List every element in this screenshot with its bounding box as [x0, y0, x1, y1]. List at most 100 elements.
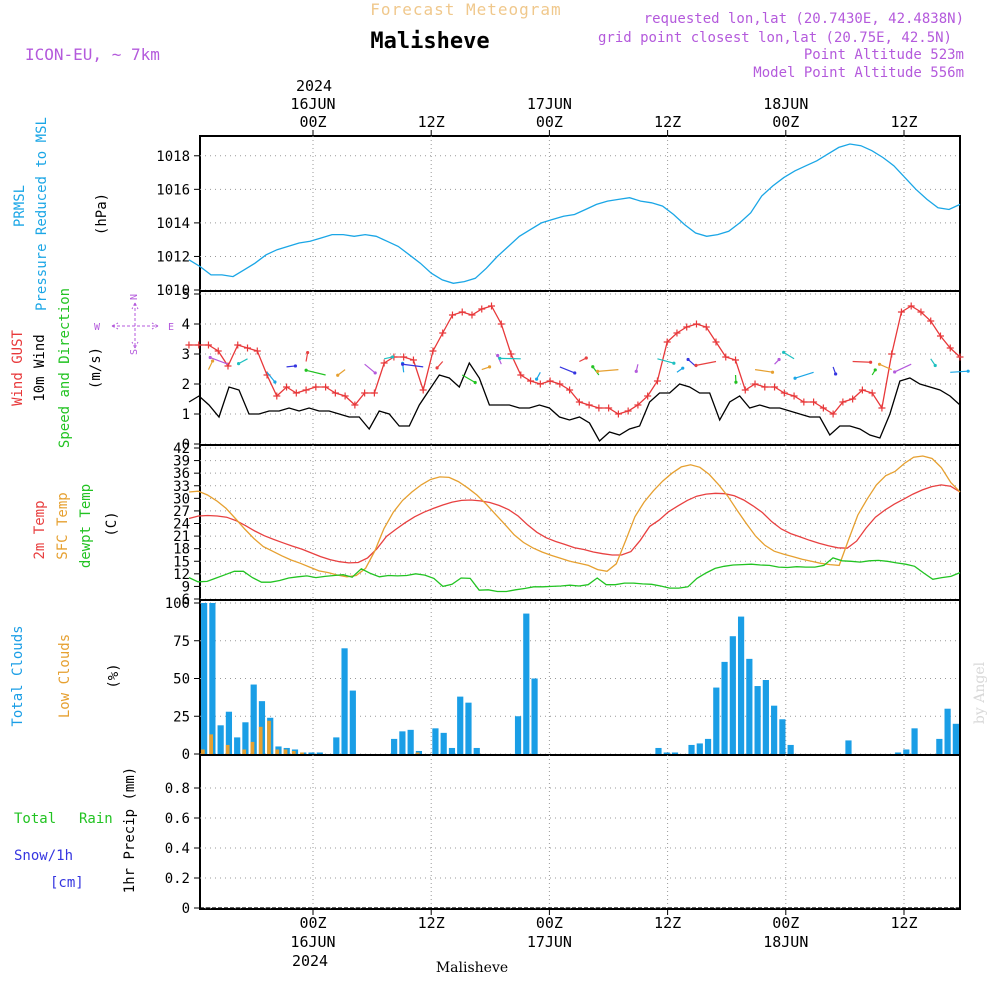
bar-low-clouds: [300, 752, 304, 754]
gust-marker: [800, 398, 808, 406]
gust-marker: [497, 320, 505, 328]
wind-arrow-head: [211, 359, 215, 363]
ytick-label-temperature: 12: [173, 567, 190, 583]
ytick-label-clouds: 75: [173, 634, 190, 650]
temp-panel-labels: 2m Temp SFC Temp dewpt Temp (C): [32, 484, 120, 568]
bar-low-clouds: [267, 720, 271, 754]
wind-arrow-head: [236, 362, 241, 366]
wind-arrow-head: [868, 360, 873, 364]
bar-clouds: [762, 680, 769, 754]
wind-arrow: [657, 358, 675, 364]
gust-marker: [468, 311, 476, 319]
bottom-day-label: 18JUN: [763, 933, 808, 951]
gust-marker: [302, 386, 310, 394]
wind-arrow: [238, 358, 248, 365]
top-day-label: 17JUN: [527, 95, 572, 113]
wind-arrow-head: [487, 365, 492, 369]
ytick-label-clouds: 100: [165, 596, 190, 612]
gust-marker: [312, 383, 320, 391]
total-label: Total: [14, 811, 56, 827]
wind-arrow-head: [535, 377, 539, 381]
bar-clouds: [250, 684, 257, 754]
gust-marker: [614, 410, 622, 418]
gust-marker: [585, 401, 593, 409]
gust-marker: [741, 386, 749, 394]
gust-marker: [644, 392, 652, 400]
wind-arrow: [461, 374, 476, 384]
gust-marker: [517, 371, 525, 379]
bar-low-clouds: [250, 741, 255, 754]
gust-marker: [888, 350, 896, 358]
bar-clouds: [696, 743, 703, 754]
ytick-label-prmsl: 1014: [156, 216, 190, 232]
ytick-label-clouds: 0: [182, 747, 190, 763]
gust-marker: [283, 383, 291, 391]
wind-10m-label: 10m Wind: [32, 334, 48, 401]
percent-unit-label: (%): [106, 663, 122, 688]
ytick-label-temperature: 36: [173, 466, 190, 482]
wind-arrow-head: [591, 365, 595, 369]
bar-clouds: [704, 738, 712, 754]
gust-marker: [780, 389, 788, 397]
ytick-label-temperature: 18: [173, 542, 190, 558]
gust-marker: [370, 389, 378, 397]
wind-arrow-head: [304, 368, 308, 372]
gust-marker: [536, 380, 544, 388]
wind-arrow-head: [273, 380, 277, 384]
gust-marker: [244, 344, 252, 352]
prmsl-label: PRMSL: [12, 185, 28, 227]
gust-marker: [234, 341, 242, 349]
ytick-label-clouds: 25: [173, 709, 190, 725]
bar-clouds: [787, 744, 794, 754]
gust-marker: [341, 392, 349, 400]
gust-marker: [331, 389, 339, 397]
wind-arrow-head: [672, 361, 676, 365]
wind-arrow-head: [686, 357, 690, 362]
wind-arrow-head: [496, 353, 500, 358]
gust-marker: [858, 386, 866, 394]
gust-marker: [507, 350, 515, 358]
wind-panel-labels: Wind GUST 10m Wind Speed and Direction (…: [10, 288, 174, 448]
compass-rose: N S W E: [94, 294, 174, 355]
bar-low-clouds: [201, 749, 205, 754]
wind-arrow: [754, 369, 773, 373]
ytick-label-temperature: 30: [173, 491, 190, 507]
gust-marker: [663, 338, 671, 346]
gust-marker: [722, 353, 730, 361]
gust-marker: [478, 305, 486, 313]
wind-arrow-head: [782, 350, 786, 354]
bar-clouds: [308, 752, 315, 754]
bar-clouds: [737, 616, 745, 754]
gust-marker: [488, 302, 496, 310]
gust-marker: [566, 386, 574, 394]
bar-clouds: [333, 737, 340, 754]
compass-east: E: [168, 322, 174, 333]
gust-marker: [946, 344, 954, 352]
bar-clouds: [440, 732, 447, 754]
gust-marker: [829, 410, 837, 418]
gust-marker: [839, 398, 847, 406]
ytick-label-temperature: 24: [173, 517, 190, 533]
ytick-label-prmsl: 1012: [156, 249, 190, 265]
wind-arrow-head: [435, 366, 439, 370]
gust-marker: [575, 398, 583, 406]
bar-clouds: [655, 747, 662, 754]
bar-clouds: [936, 738, 943, 754]
ytick-label-precip: 0.8: [165, 781, 190, 797]
gust-marker: [751, 380, 759, 388]
gust-marker: [810, 398, 818, 406]
series-line-dewpt-temp: [188, 557, 961, 593]
wind-arrow: [402, 363, 424, 368]
wind-arrow: [695, 360, 717, 366]
snow-label: Snow/1h: [14, 848, 73, 864]
gust-marker: [527, 377, 535, 385]
series-line-wind-gust: [189, 305, 961, 415]
gust-marker: [624, 407, 632, 415]
gust-marker: [927, 317, 935, 325]
sfc-temp-label: SFC Temp: [55, 492, 71, 559]
wind-arrow-head: [793, 376, 797, 380]
wind-arrow: [852, 360, 871, 363]
watermark: by Angel: [972, 661, 988, 724]
low-clouds-label: Low Clouds: [57, 634, 73, 718]
